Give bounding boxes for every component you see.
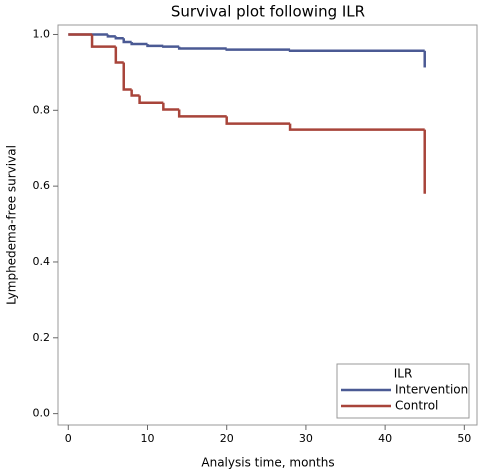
survival-step — [106, 34, 116, 38]
survival-step — [225, 116, 291, 125]
y-tick-label: 1.0 — [33, 27, 51, 40]
x-axis-label: Analysis time, months — [201, 456, 334, 470]
survival-step — [130, 42, 148, 46]
y-axis-label: Lymphedema-free survival — [5, 145, 19, 305]
y-tick-label: 0.6 — [33, 179, 51, 192]
survival-step — [130, 89, 140, 97]
x-tick-label: 30 — [299, 432, 313, 445]
survival-step — [122, 62, 132, 91]
survival-step — [138, 95, 164, 104]
survival-step — [225, 48, 291, 51]
y-tick-label: 0.8 — [33, 103, 51, 116]
survival-step — [162, 45, 180, 48]
chart-title: Survival plot following ILR — [171, 3, 365, 21]
legend-label: Intervention — [395, 383, 468, 397]
legend-label: Control — [395, 399, 438, 413]
x-tick-label: 10 — [141, 432, 155, 445]
x-tick-label: 20 — [220, 432, 234, 445]
survival-step — [114, 36, 124, 40]
x-tick-label: 40 — [378, 432, 392, 445]
y-tick-label: 0.4 — [33, 255, 51, 268]
y-tick-label: 0.2 — [33, 331, 51, 344]
survival-step — [90, 34, 116, 48]
survival-step — [162, 102, 180, 111]
survival-step — [177, 109, 227, 118]
survival-step — [288, 123, 425, 131]
survival-step — [146, 43, 164, 48]
survival-step — [122, 38, 132, 44]
plot-frame — [57, 24, 478, 426]
x-tick-label: 0 — [65, 432, 72, 445]
survival-step — [114, 46, 124, 64]
x-tick-label: 50 — [457, 432, 471, 445]
y-tick-label: 0.0 — [33, 407, 51, 420]
survival-step — [177, 46, 227, 50]
legend-title: ILR — [394, 367, 413, 381]
survival-step — [288, 49, 425, 53]
